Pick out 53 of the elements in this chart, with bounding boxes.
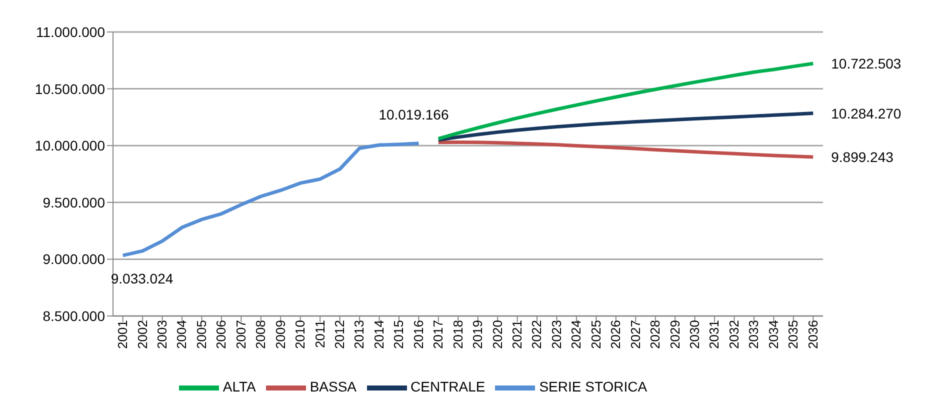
x-tick-label: 2026 bbox=[608, 320, 624, 349]
x-tick-label: 2002 bbox=[134, 320, 150, 349]
legend-label: ALTA bbox=[222, 378, 256, 395]
x-tick-label: 2014 bbox=[371, 320, 386, 349]
legend-label: CENTRALE bbox=[410, 378, 486, 395]
x-tick-label: 2023 bbox=[548, 320, 564, 349]
y-tick-label: 10.500.000 bbox=[34, 80, 106, 97]
x-tick-label: 2010 bbox=[292, 320, 308, 349]
x-tick-label: 2018 bbox=[450, 320, 466, 349]
x-tick-label: 2017 bbox=[430, 320, 446, 349]
x-tick-label: 2012 bbox=[332, 320, 348, 349]
y-tick-label: 8.500.000 bbox=[42, 308, 106, 324]
x-tick-label: 2015 bbox=[391, 320, 406, 349]
x-tick-label: 2013 bbox=[352, 320, 367, 349]
annotation: 10.284.270 bbox=[831, 105, 902, 122]
x-tick-label: 2016 bbox=[410, 320, 426, 349]
x-tick-label: 2008 bbox=[253, 320, 268, 349]
x-tick-label: 2024 bbox=[568, 320, 584, 349]
x-tick-label: 2006 bbox=[214, 320, 229, 349]
x-tick-label: 2001 bbox=[115, 320, 130, 349]
x-tick-label: 2030 bbox=[687, 320, 702, 349]
x-tick-label: 2003 bbox=[154, 320, 170, 349]
y-tick-label: 9.000.000 bbox=[42, 251, 106, 268]
annotation: 9.033.024 bbox=[110, 270, 174, 286]
x-tick-label: 2029 bbox=[667, 320, 682, 349]
x-tick-label: 2031 bbox=[706, 320, 722, 349]
x-tick-label: 2022 bbox=[529, 320, 544, 349]
x-tick-label: 2028 bbox=[648, 320, 663, 349]
x-tick-label: 2021 bbox=[510, 320, 525, 349]
y-tick-label: 11.000.000 bbox=[36, 24, 106, 40]
x-tick-label: 2034 bbox=[766, 320, 781, 349]
x-tick-label: 2005 bbox=[194, 320, 209, 349]
y-tick-label: 9.500.000 bbox=[42, 194, 106, 210]
x-tick-label: 2020 bbox=[490, 320, 505, 349]
x-tick-label: 2009 bbox=[272, 320, 288, 349]
y-tick-label: 10.000.000 bbox=[34, 138, 106, 154]
line-series bbox=[121, 142, 420, 258]
x-tick-label: 2025 bbox=[588, 320, 604, 349]
annotation: 10.019.166 bbox=[378, 106, 449, 122]
x-tick-label: 2011 bbox=[312, 320, 328, 348]
x-tick-label: 2019 bbox=[470, 320, 486, 349]
x-tick-label: 2027 bbox=[628, 320, 643, 349]
annotation: 10.722.503 bbox=[831, 56, 902, 72]
x-tick-label: 2036 bbox=[805, 320, 820, 349]
x-tick-label: 2007 bbox=[233, 320, 248, 349]
x-tick-label: 2032 bbox=[726, 320, 742, 349]
x-tick-label: 2033 bbox=[746, 320, 762, 349]
x-tick-label: 2004 bbox=[174, 320, 190, 349]
x-tick-label: 2035 bbox=[786, 320, 801, 349]
line-series bbox=[436, 140, 815, 159]
legend-label: BASSA bbox=[310, 378, 357, 395]
legend-label: SERIE STORICA bbox=[539, 378, 648, 395]
annotation: 9.899.243 bbox=[831, 149, 894, 166]
